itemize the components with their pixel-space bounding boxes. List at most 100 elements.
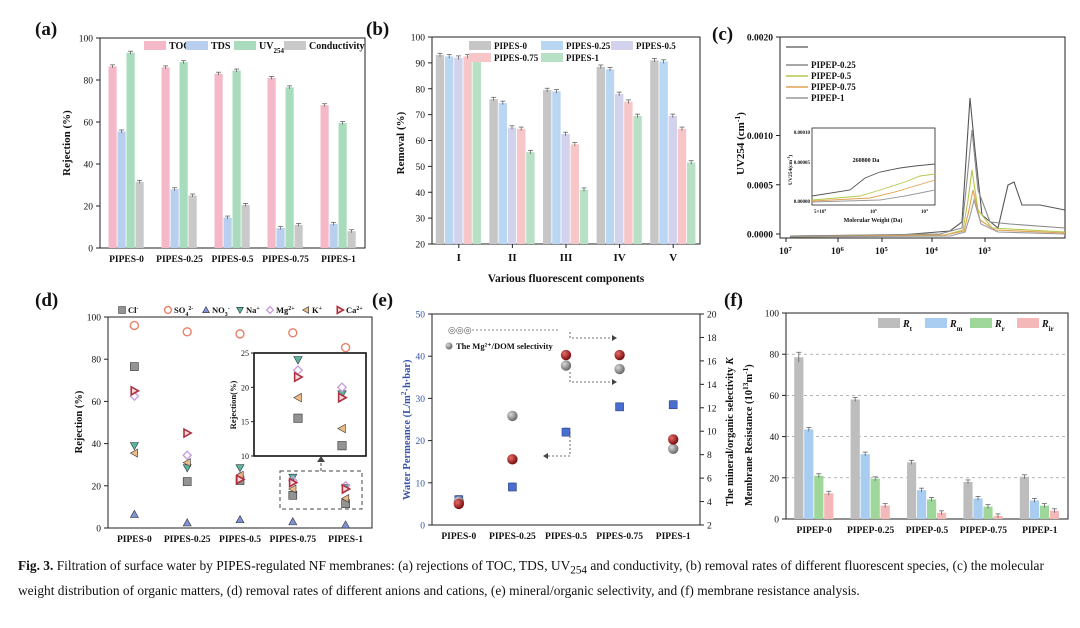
panel-f-bar (1029, 500, 1039, 519)
label-part: Ca (346, 305, 357, 315)
label-part: 6 (841, 246, 845, 253)
panel-f-category: PIPEP-0 (797, 526, 833, 536)
panel-d-inset-ytick-label: 25 (241, 349, 249, 358)
panel-d-point (182, 450, 193, 461)
caption-text-1: Filtration of surface water by PIPES-reg… (53, 558, 571, 573)
panel-a-label: (a) (35, 19, 57, 40)
panel-b-y-tick-label: 70 (416, 111, 426, 121)
panel-e-point-ca (560, 349, 572, 361)
panel-b-category: II (508, 252, 517, 264)
panel-d-inset-ytick-label: 20 (241, 383, 249, 392)
panel-b-bar (445, 56, 454, 244)
label-part: 5×10 (814, 210, 825, 215)
panel-e-arrowhead (612, 379, 617, 385)
panel-a-y-tick-label: 100 (79, 35, 94, 45)
label-part: UV254 (cm (735, 122, 747, 175)
panel-b-y-tick-label: 60 (416, 137, 426, 147)
panel-f-legend-label: Rir (1041, 319, 1054, 333)
panel-d-category: PIPES-0 (117, 535, 152, 545)
panel-c-xtick-label: 107 (779, 246, 793, 258)
panel-b-y-tick-label: 80 (416, 85, 426, 95)
label-part: 10 (921, 210, 927, 215)
panel-b-legend-swatch (469, 53, 491, 62)
panel-c-inset-xtick: 105 (870, 208, 877, 215)
panel-b-y-tick-label: 40 (416, 189, 426, 199)
panel-c-inset-line (811, 189, 936, 203)
label-part: 2+ (288, 306, 295, 312)
panel-b-y-tick-label: 30 (416, 215, 426, 225)
panel-d-legend-label: Cl- (128, 305, 139, 315)
label-part: ) (744, 364, 755, 368)
label-part: TOC (169, 41, 191, 52)
panel-d-legend-marker (236, 306, 244, 315)
panel-b-category: V (669, 252, 677, 264)
panel-f-legend-swatch (925, 318, 947, 328)
panel-f-label: (f) (724, 290, 743, 311)
panel-a-bar (170, 189, 179, 248)
label-part: -1 (741, 367, 750, 373)
panel-a-legend-swatch (186, 41, 208, 50)
panel-a-bar (294, 224, 303, 248)
panel-f-bar (1049, 510, 1059, 519)
panel-b-bar (579, 189, 589, 244)
panel-c-inset-ytick: 0.00000 (794, 200, 811, 205)
panel-a-category: PIPES-1 (321, 255, 356, 265)
panel-e-arrow (569, 332, 612, 339)
panel-d-legend-marker (118, 306, 126, 314)
panel-c-inset-ytick: 0.00005 (794, 161, 811, 166)
panel-b-legend-label: PIPES-0.25 (566, 41, 611, 51)
panel-d-inset-point (337, 441, 347, 451)
panel-a-y-tick-label: 60 (84, 119, 94, 129)
panel-b-category: IV (613, 252, 625, 264)
panel-a-y-tick-label: 0 (88, 245, 93, 255)
panel-d-point (182, 518, 192, 527)
panel-b-bar (687, 162, 696, 244)
panel-e-y2tick-label: 2 (707, 522, 712, 532)
panel-c-series-line (789, 129, 1066, 237)
panel-a-legend-swatch (144, 41, 166, 50)
panel-d-point (182, 458, 191, 468)
panel-f-legend-label: Rr (994, 319, 1005, 333)
panel-d-label: (d) (35, 290, 58, 311)
label-part: 2+ (356, 306, 363, 312)
label-part: R (1041, 319, 1049, 330)
label-part: 10 (831, 247, 841, 257)
panel-e-arrowhead (612, 335, 617, 341)
label-part: K (312, 305, 319, 315)
panel-c-inset-line (811, 179, 936, 202)
panel-e-y2tick-label: 8 (707, 451, 712, 461)
panel-f-y-tick-label: 80 (770, 351, 780, 361)
panel-b-bar (498, 102, 507, 244)
label-part: Mg (276, 305, 289, 315)
panel-e-y2tick-label: 6 (707, 475, 712, 485)
panel-d-legend-label: NO3- (212, 305, 230, 318)
panel-d-legend-label: Na+ (246, 305, 260, 315)
panel-a-category: PIPES-0.25 (156, 255, 203, 265)
panel-d-legend-marker (202, 305, 210, 314)
panel-a-legend-label: TOC (169, 41, 191, 52)
panel-d-category: PIPES-1 (328, 535, 363, 545)
panel-e-point-permeance (561, 427, 571, 437)
panel-c-inset-ytick: 0.00010 (794, 131, 811, 136)
panel-f-legend-swatch (970, 318, 992, 328)
label-part: Membrane Resistance (10 (744, 390, 755, 506)
panel-c-inset-line (811, 163, 936, 197)
panel-d-category: PIPES-0.75 (269, 535, 316, 545)
label-part: r (1002, 325, 1005, 333)
panel-b-bar (650, 60, 659, 244)
panel-d-point (340, 342, 351, 353)
panel-d-legend-label: Mg2+ (276, 305, 295, 315)
panel-f-bar (937, 512, 947, 519)
panel-f-bar (983, 506, 993, 519)
panel-e-category: PIPES-0.5 (545, 532, 587, 542)
panel-a-bar (135, 181, 144, 248)
panel-a-category: PIPES-0.5 (212, 255, 254, 265)
label-part: 10 (978, 247, 988, 257)
panel-b-bar (677, 128, 687, 244)
label-part: Cl (128, 305, 137, 315)
panel-c-series-line (789, 189, 1066, 238)
panel-b-bar (570, 144, 579, 244)
panel-e-point-mg (668, 443, 679, 455)
panel-b-y-tick-label: 50 (416, 163, 426, 173)
label-part: Na (246, 305, 257, 315)
